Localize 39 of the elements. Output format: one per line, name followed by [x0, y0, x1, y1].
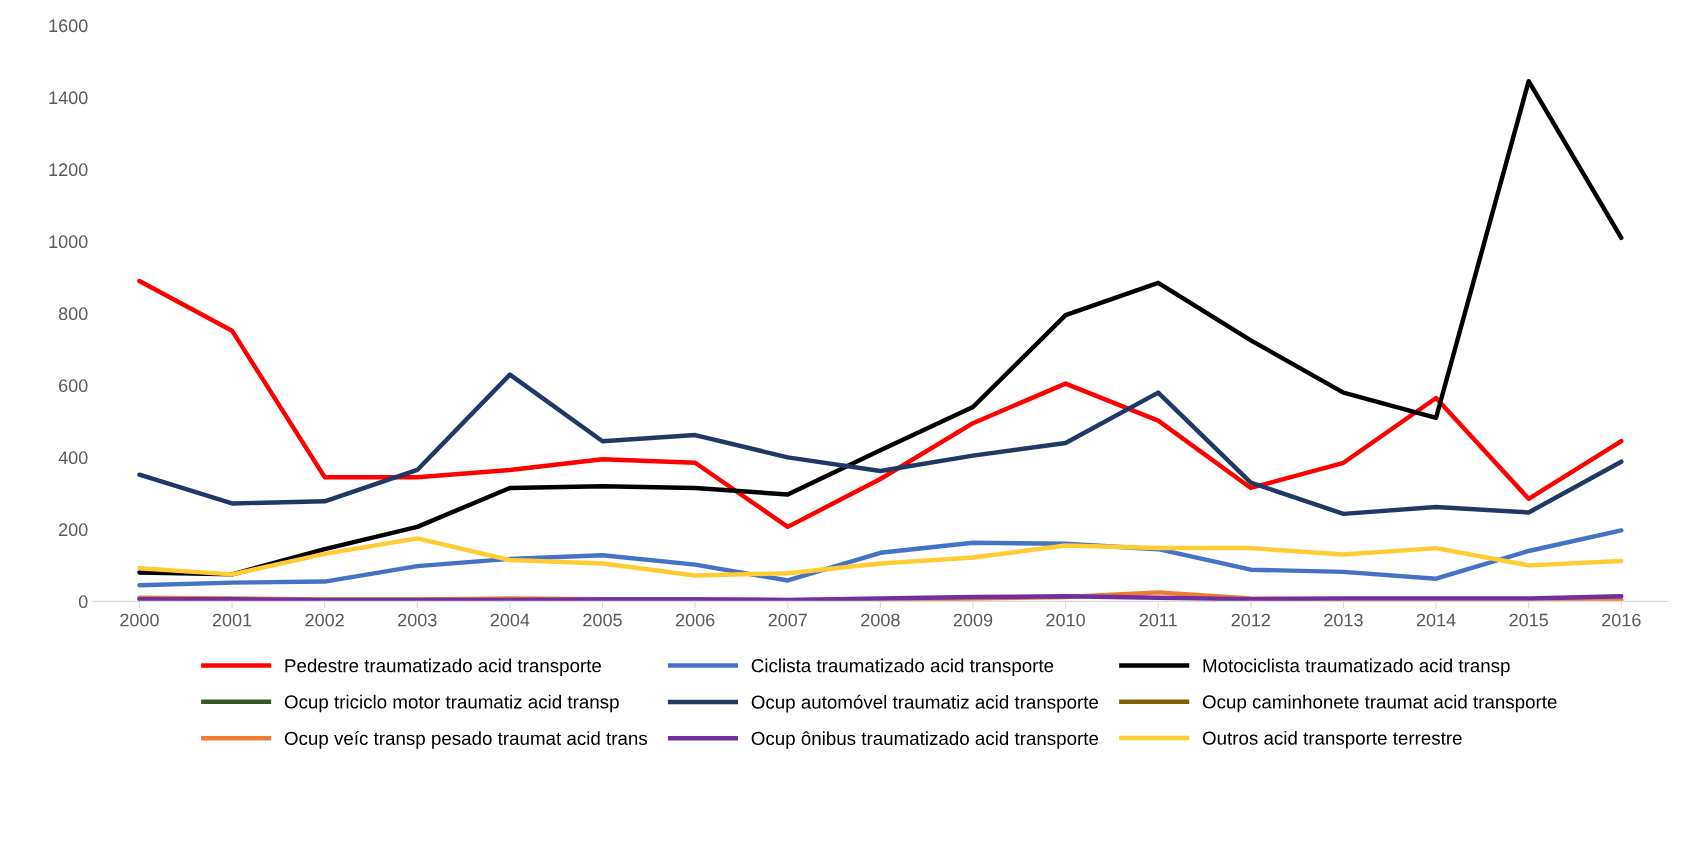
- y-tick-label: 600: [59, 379, 88, 393]
- legend-label: Ocup ônibus traumatizado acid transporte: [751, 731, 1099, 749]
- x-tick-label: 2007: [768, 613, 807, 627]
- x-tick-label: 2011: [1139, 613, 1177, 627]
- legend-label: Ciclista traumatizado acid transporte: [751, 658, 1054, 677]
- legend-label: Ocup veíc transp pesado traumat acid trans: [284, 731, 648, 749]
- x-tick-label: 2010: [1046, 613, 1085, 627]
- x-tick-label: 2015: [1509, 613, 1549, 627]
- y-tick-label: 1600: [49, 19, 88, 33]
- y-tick-label: 1400: [49, 91, 88, 105]
- x-tick-label: 2006: [675, 613, 715, 627]
- y-tick-label: 800: [58, 307, 88, 321]
- x-tick-label: 2003: [398, 613, 437, 627]
- legend-label: Ocup caminhonete traumat acid transporte: [1202, 694, 1557, 713]
- legend-label: Ocup triciclo motor traumatiz acid transp: [284, 694, 619, 713]
- line-series: [137, 372, 1624, 517]
- y-tick-label: 400: [58, 451, 88, 465]
- line-series: [137, 278, 1624, 530]
- x-tick-label: 2009: [953, 613, 993, 627]
- legend-label: Pedestre traumatizado acid transporte: [285, 658, 602, 677]
- y-tick-label: 1000: [49, 235, 88, 249]
- x-tick-label: 2012: [1231, 613, 1271, 627]
- x-tick-label: 2000: [120, 613, 159, 627]
- y-tick-label: 1200: [49, 163, 88, 177]
- x-tick-label: 2013: [1324, 613, 1363, 627]
- line-series: [137, 536, 1624, 578]
- x-tick-label: 2005: [583, 613, 622, 627]
- legend-label: Ocup automóvel traumatiz acid transporte: [751, 694, 1099, 713]
- line-series: [137, 78, 1624, 577]
- x-tick-label: 2008: [861, 613, 900, 627]
- x-tick-label: 2002: [305, 613, 344, 627]
- x-tick-label: 2016: [1602, 613, 1641, 627]
- x-tick-label: 2001: [212, 613, 252, 627]
- legend-label: Outros acid transporte terrestre: [1202, 731, 1462, 749]
- y-tick-label: 200: [59, 523, 88, 537]
- legend-label: Motociclista traumatizado acid transp: [1203, 658, 1510, 677]
- x-tick-label: 2014: [1416, 613, 1456, 627]
- y-tick-label: 0: [78, 595, 88, 609]
- x-tick-label: 2004: [490, 613, 530, 627]
